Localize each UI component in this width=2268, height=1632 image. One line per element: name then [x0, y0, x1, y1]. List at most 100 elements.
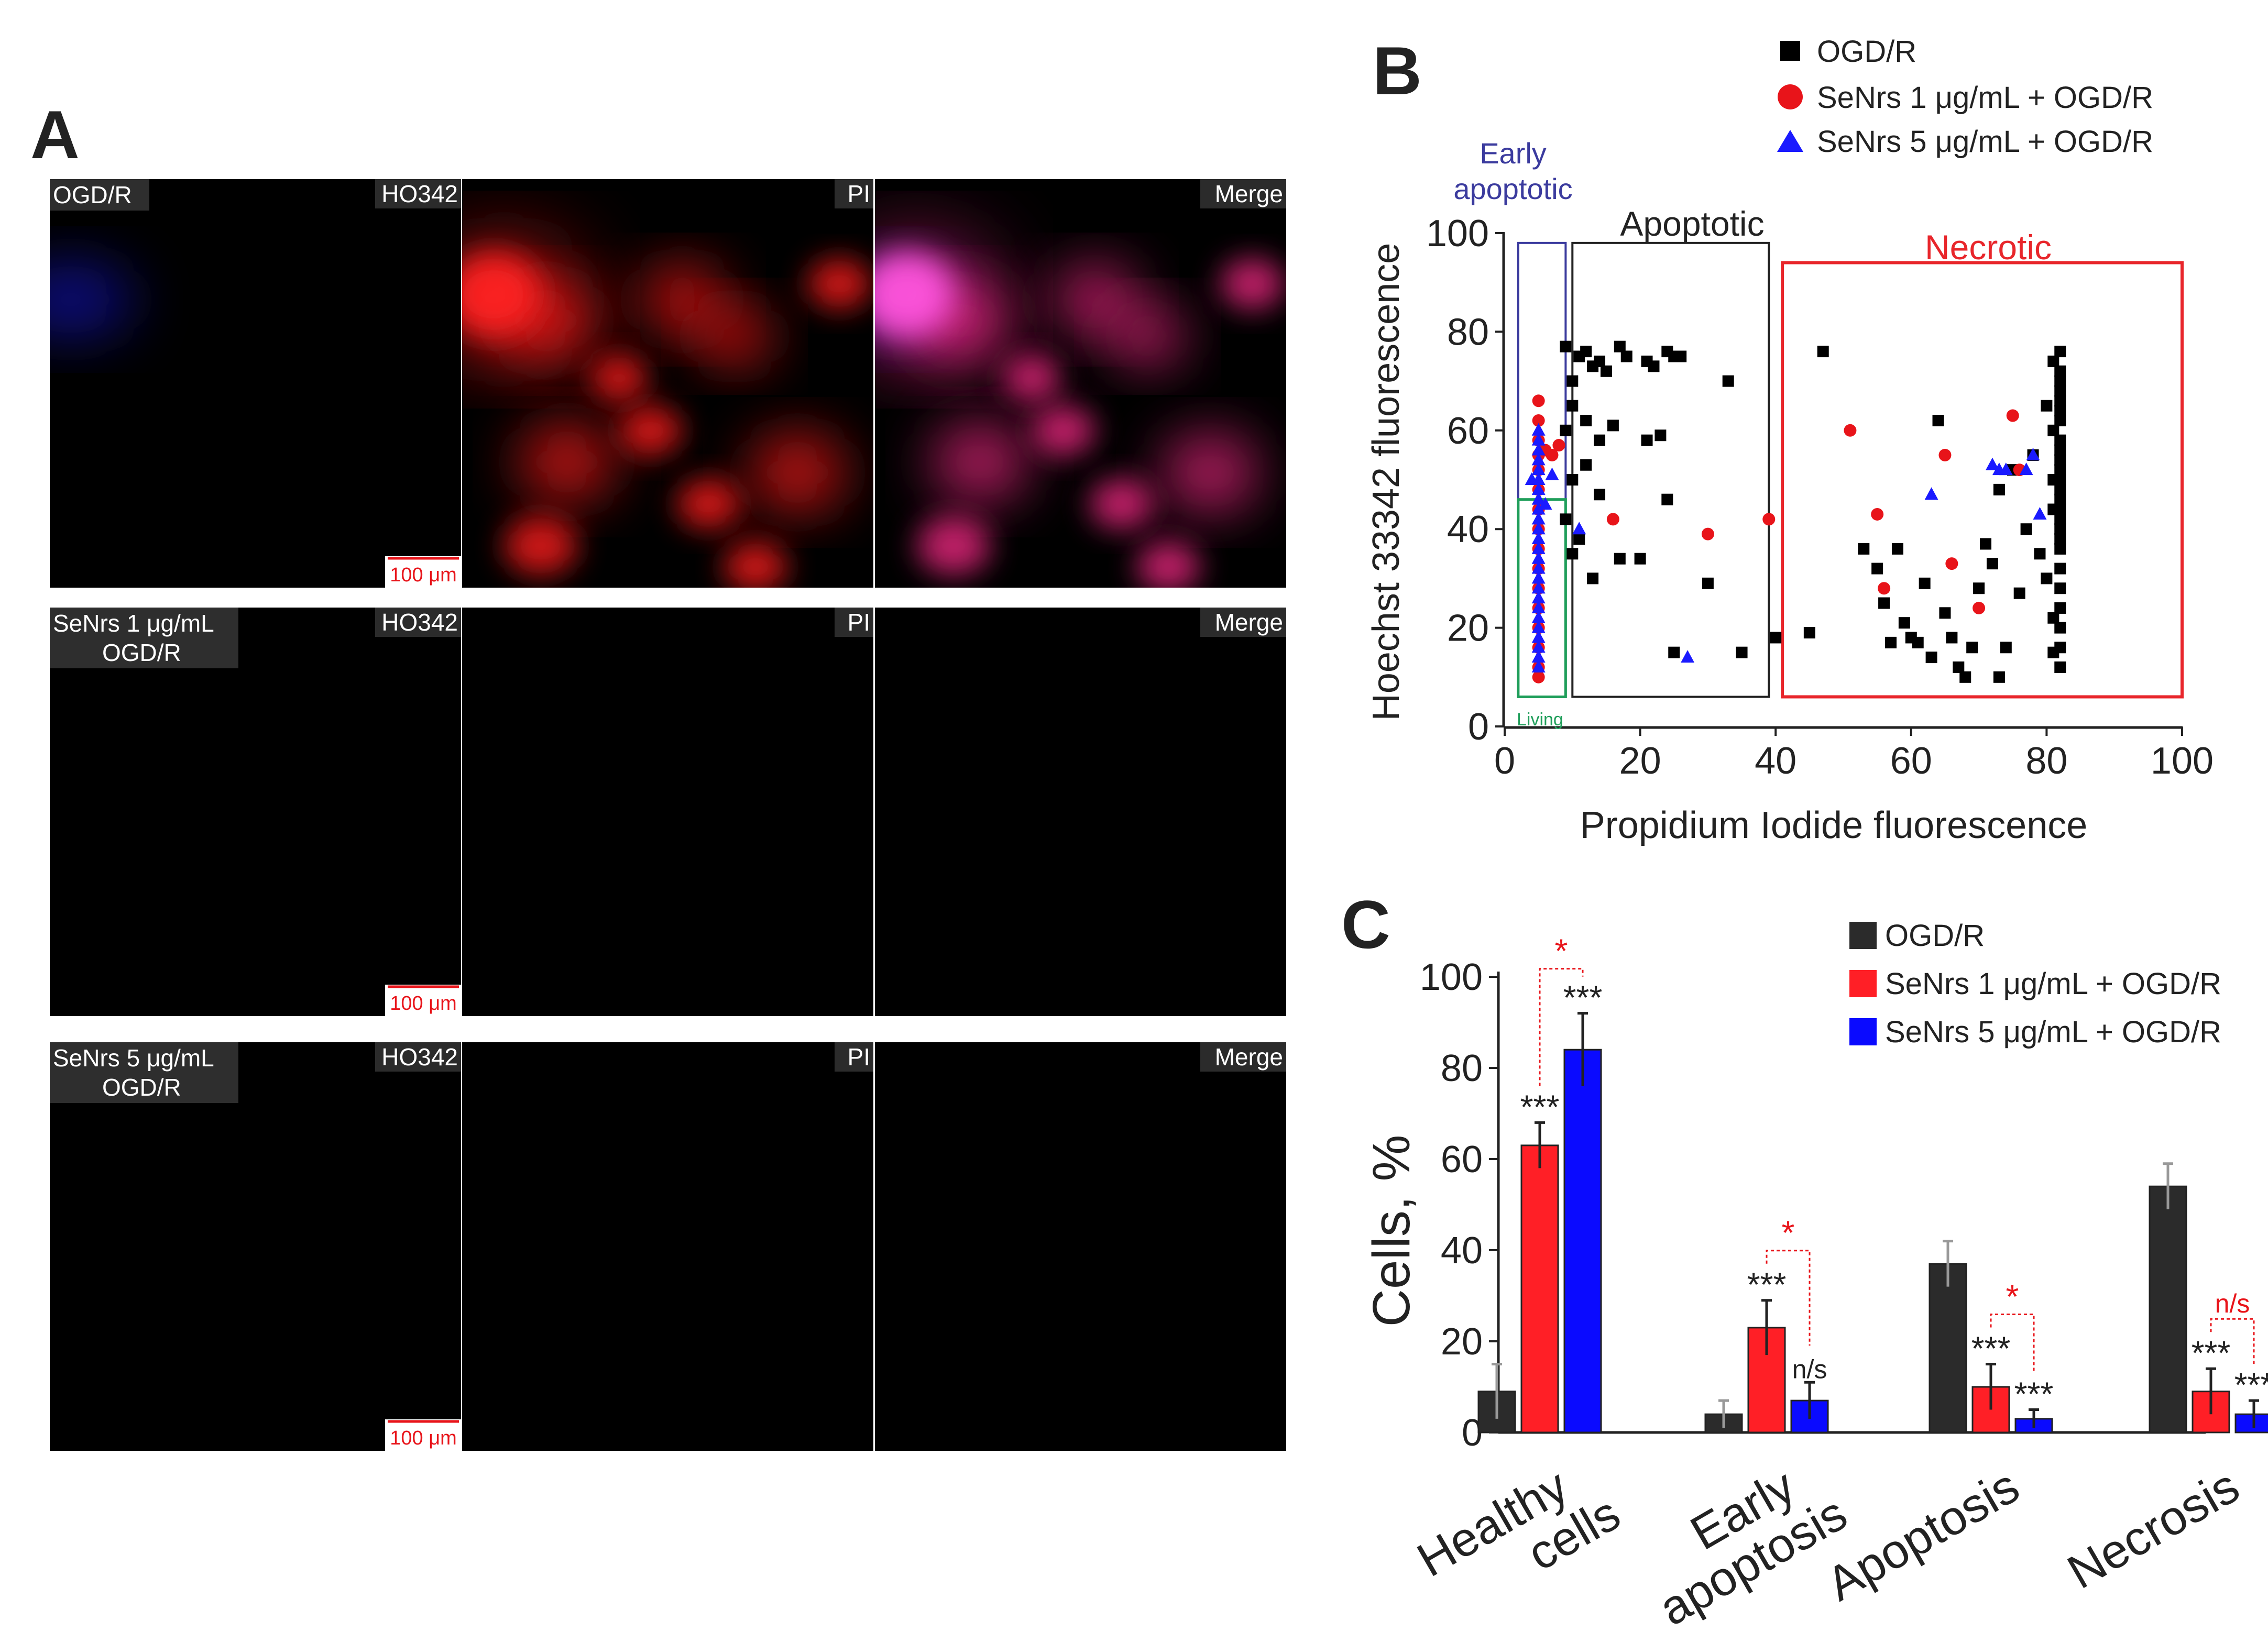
nucleus: [0, 1332, 2, 1335]
nucleus: [0, 196, 3, 202]
nucleus: [0, 208, 2, 213]
nucleus: [0, 978, 3, 985]
nucleus: [0, 757, 2, 762]
nucleus: [0, 1189, 3, 1196]
nucleus: [0, 824, 3, 830]
nucleus: [0, 1090, 2, 1095]
nucleus: [0, 1183, 4, 1190]
nucleus: [0, 722, 3, 727]
nucleus: [0, 1004, 3, 1009]
nucleus: [0, 569, 2, 572]
pi-stained-cluster: [1090, 479, 1153, 529]
pi-positive-cell: [0, 1356, 5, 1366]
nucleus: [0, 976, 3, 982]
pi-positive-cell: [0, 227, 6, 239]
pi-positive-cell: [0, 186, 4, 193]
nucleus: [0, 1393, 4, 1399]
nucleus: [0, 269, 3, 274]
nucleus: [0, 790, 3, 796]
nucleus: [0, 268, 4, 275]
nucleus: [0, 492, 4, 500]
nuclei-layer: [0, 605, 4, 1019]
nucleus: [0, 332, 2, 336]
nucleus: [0, 754, 2, 758]
pi-positive-cell: [0, 457, 5, 467]
nucleus: [0, 1066, 2, 1069]
nucleus: [0, 1061, 2, 1065]
nucleus: [0, 853, 3, 859]
pi-positive-cell: [0, 217, 3, 222]
nucleus: [0, 1254, 2, 1257]
nucleus: [0, 389, 3, 394]
pi-positive-cell: [0, 305, 8, 322]
nucleus: [0, 740, 2, 743]
nucleus: [0, 841, 2, 844]
pi-positive-cell: [0, 241, 8, 258]
nucleus: [0, 744, 2, 748]
nucleus: [0, 488, 2, 493]
nucleus: [0, 1145, 3, 1150]
nucleus: [0, 652, 4, 660]
nucleus: [0, 1232, 3, 1237]
nucleus: [0, 781, 3, 786]
pi-positive-cell: [0, 193, 9, 211]
nucleus: [0, 1063, 2, 1067]
nucleus: [0, 813, 4, 820]
pi-positive-cell: [0, 547, 9, 566]
nucleus: [0, 569, 2, 572]
pi-positive-cell: [0, 311, 5, 322]
nucleus: [0, 837, 3, 843]
nucleus: [0, 1083, 3, 1089]
nucleus: [0, 1363, 2, 1368]
nucleus: [0, 260, 2, 264]
nucleus: [0, 728, 3, 734]
nucleus: [0, 1058, 3, 1064]
nucleus: [0, 1414, 3, 1420]
nucleus: [0, 1320, 2, 1324]
nucleus: [0, 1411, 2, 1414]
nucleus: [0, 835, 2, 839]
nucleus: [0, 1048, 2, 1052]
nucleus: [0, 1402, 3, 1408]
nucleus: [0, 1050, 2, 1054]
nucleus: [0, 1262, 2, 1265]
nucleus: [0, 999, 3, 1004]
nucleus: [0, 679, 4, 686]
nucleus: [0, 704, 4, 712]
nucleus: [0, 674, 3, 680]
nucleus: [0, 999, 4, 1006]
nucleus: [0, 1077, 4, 1085]
nucleus: [0, 656, 3, 663]
nucleus: [0, 1098, 3, 1103]
nucleus: [0, 1066, 2, 1069]
nucleus: [0, 1330, 2, 1335]
pi-positive-cell: [0, 580, 3, 586]
nucleus: [0, 1157, 4, 1164]
pi-positive-cell: [0, 326, 8, 342]
nucleus: [0, 999, 2, 1003]
nucleus: [0, 1408, 3, 1414]
nucleus: [0, 230, 4, 238]
nucleus: [0, 1009, 2, 1014]
nucleus: [0, 457, 2, 460]
nucleus: [0, 949, 4, 956]
nucleus: [0, 1330, 3, 1335]
nucleus: [0, 956, 3, 962]
nucleus: [0, 246, 4, 253]
nucleus: [0, 820, 4, 827]
nucleus: [0, 332, 2, 336]
nucleus: [0, 630, 3, 636]
nucleus: [0, 205, 4, 213]
nucleus: [0, 887, 3, 894]
nucleus: [0, 1433, 2, 1437]
nucleus: [0, 284, 3, 290]
nucleus: [0, 1124, 4, 1132]
nucleus: [0, 372, 3, 379]
nucleus: [0, 366, 2, 369]
nucleus: [0, 1306, 4, 1313]
nucleus: [0, 965, 2, 969]
nucleus: [0, 1339, 4, 1347]
nucleus: [0, 1352, 3, 1358]
nucleus: [0, 762, 3, 766]
nucleus: [0, 656, 4, 663]
